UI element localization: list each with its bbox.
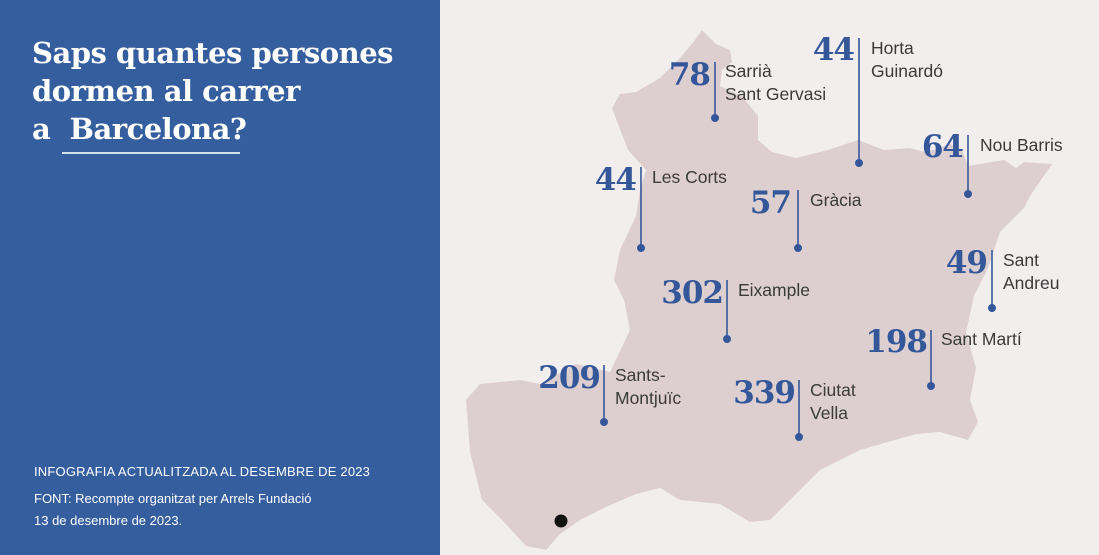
district-name-line: Horta (871, 38, 914, 58)
district-count: 339 (733, 375, 796, 411)
district-name-line: Sants- (615, 365, 666, 385)
district-count: 78 (668, 57, 711, 93)
district-name-line: Vella (810, 403, 848, 423)
headline-underline (62, 152, 240, 154)
info-panel: Saps quantes persones dormen al carrer a… (0, 0, 440, 555)
district-name: Sant Martí (941, 328, 1022, 351)
update-note: INFOGRAFIA ACTUALITZADA AL DESEMBRE DE 2… (34, 464, 371, 479)
leader-dot (794, 432, 803, 441)
district-name: Sants- Montjuïc (615, 364, 681, 410)
source-text: FONT: Recompte organitzat per Arrels Fun… (34, 491, 312, 506)
location-marker (554, 514, 568, 528)
city-land (466, 30, 1052, 550)
district-name-line: Ciutat (810, 380, 856, 400)
headline-line: dormen al carrer (32, 74, 300, 108)
leader-dot (854, 159, 863, 168)
district-count: 44 (812, 32, 855, 68)
district-name-line: Sant Gervasi (725, 84, 827, 104)
district-name-line: Andreu (1003, 273, 1060, 293)
district-count: 49 (945, 245, 988, 281)
district-name: Eixample (738, 279, 810, 302)
leader-dot (637, 244, 646, 253)
district-count: 64 (921, 129, 964, 165)
district-name: Nou Barris (980, 134, 1063, 157)
district-name: Les Corts (652, 166, 727, 189)
district-name-line: Sarrià (725, 61, 772, 81)
district-name-line: Nou Barris (980, 135, 1063, 155)
source-note: FONT: Recompte organitzat per Arrels Fun… (34, 488, 311, 532)
district-name: Ciutat Vella (810, 379, 856, 425)
district-name-line: Sant (1003, 250, 1039, 270)
leader-dot (710, 114, 719, 123)
leader-dot (926, 381, 935, 390)
district-name: Sant Andreu (1003, 249, 1059, 295)
headline-line: a Barcelona? (32, 112, 247, 146)
district-name: Sarrià Sant Gervasi (725, 60, 826, 106)
district-name-line: Gràcia (810, 190, 862, 210)
city-outline-map (466, 30, 1052, 550)
district-name: Gràcia (810, 189, 862, 212)
leader-dot (963, 190, 972, 199)
district-name: Horta Guinardó (871, 37, 943, 83)
leader-lines (600, 38, 996, 441)
barcelona-map: 78 Sarrià Sant Gervasi 44 Horta Guinardó… (440, 0, 1099, 555)
district-count: 198 (865, 324, 928, 360)
headline-line: Saps quantes persones (32, 36, 393, 70)
port-docks (566, 456, 636, 498)
district-count: 209 (538, 360, 601, 396)
leader-dot (722, 334, 731, 343)
port-docks (640, 438, 676, 460)
district-count: 302 (661, 275, 724, 311)
district-count: 57 (749, 185, 792, 221)
leader-dot (987, 303, 996, 312)
district-name-line: Sant Martí (941, 329, 1022, 349)
leader-dot (600, 417, 609, 426)
headline: Saps quantes persones dormen al carrer a… (32, 34, 432, 148)
district-count: 44 (594, 162, 637, 198)
district-name-line: Eixample (738, 280, 810, 300)
source-date: 13 de desembre de 2023. (34, 513, 183, 528)
district-name-line: Les Corts (652, 167, 727, 187)
leader-dot (793, 244, 802, 253)
district-name-line: Montjuïc (615, 388, 682, 408)
district-name-line: Guinardó (871, 61, 943, 81)
